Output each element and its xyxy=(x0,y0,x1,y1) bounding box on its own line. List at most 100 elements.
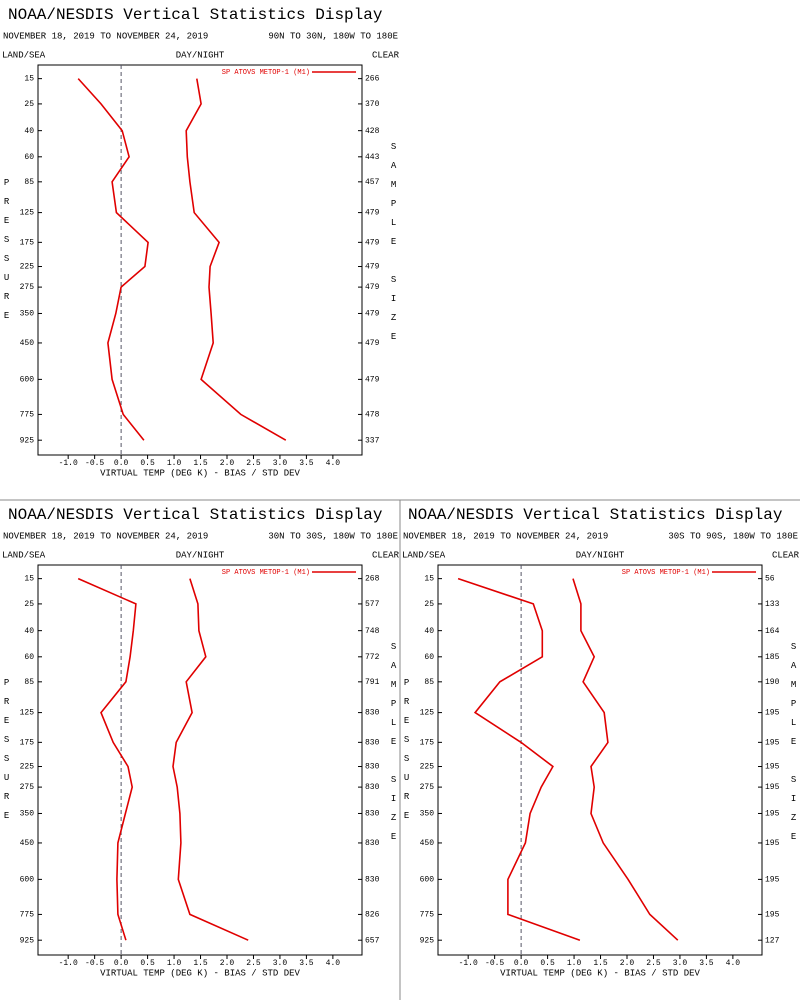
x-tick-label: 1.5 xyxy=(593,959,608,968)
sample-size: 268 xyxy=(365,575,380,584)
y-tick-label: 450 xyxy=(20,839,35,848)
x-tick-label: 3.0 xyxy=(273,459,288,468)
y-tick-label: 25 xyxy=(24,100,34,109)
y-tick-label: 225 xyxy=(20,263,35,272)
y-tick-label: 350 xyxy=(420,810,435,819)
y-tick-label: 775 xyxy=(20,911,35,920)
x-tick-label: 0.5 xyxy=(140,459,155,468)
sample-size: 195 xyxy=(765,763,780,772)
std-dev-line xyxy=(185,78,287,441)
sample-size: 190 xyxy=(765,678,780,687)
bias-line xyxy=(77,577,137,941)
y-tick-label: 175 xyxy=(20,238,35,247)
sample-size: 428 xyxy=(365,127,380,136)
sample-size: 266 xyxy=(365,75,380,84)
legend-label: SP ATOVS METOP-1 (M1) xyxy=(622,569,710,577)
y-tick-label: 60 xyxy=(24,153,34,162)
day-night-label: DAY/NIGHT xyxy=(576,550,625,560)
y-tick-label: 85 xyxy=(24,178,34,187)
x-tick-label: -0.5 xyxy=(85,459,104,468)
sample-size: 830 xyxy=(365,738,380,747)
sample-size: 195 xyxy=(765,911,780,920)
sample-size: 791 xyxy=(365,678,380,687)
x-tick-label: 1.5 xyxy=(193,959,208,968)
x-tick-label: -1.0 xyxy=(459,959,478,968)
legend-label: SP ATOVS METOP-1 (M1) xyxy=(222,569,310,577)
sample-size: 478 xyxy=(365,411,380,420)
y-tick-label: 350 xyxy=(20,310,35,319)
sample-size: 657 xyxy=(365,936,380,945)
bias-line xyxy=(77,78,149,441)
sample-size: 479 xyxy=(365,238,380,247)
bias-line xyxy=(457,577,581,941)
y2-axis-label: SAMPLE SIZE xyxy=(389,142,399,351)
x-tick-label: 3.0 xyxy=(273,959,288,968)
x-tick-label: 2.0 xyxy=(620,959,635,968)
sample-size: 772 xyxy=(365,653,380,662)
x-tick-label: 1.5 xyxy=(193,459,208,468)
sample-size: 479 xyxy=(365,283,380,292)
sample-size: 195 xyxy=(765,810,780,819)
x-tick-label: 0.0 xyxy=(114,959,129,968)
x-tick-label: 3.0 xyxy=(673,959,688,968)
sample-size: 826 xyxy=(365,911,380,920)
x-tick-label: 1.0 xyxy=(567,959,582,968)
plot-frame xyxy=(437,564,763,956)
region: 90N TO 30N, 180W TO 180E xyxy=(268,31,398,41)
y-tick-label: 225 xyxy=(20,763,35,772)
y-tick-label: 925 xyxy=(20,936,35,945)
y-tick-label: 125 xyxy=(420,709,435,718)
y-tick-label: 925 xyxy=(20,436,35,445)
x-tick-label: 2.5 xyxy=(246,959,261,968)
x-tick-label: 3.5 xyxy=(699,959,714,968)
land-sea-label: LAND/SEA xyxy=(2,50,46,60)
plot-frame xyxy=(37,64,363,456)
y-tick-label: 350 xyxy=(20,810,35,819)
x-tick-label: 4.0 xyxy=(326,959,341,968)
panel-title: NOAA/NESDIS Vertical Statistics Display xyxy=(8,6,383,24)
region: 30N TO 30S, 180W TO 180E xyxy=(268,531,398,541)
sample-size: 164 xyxy=(765,627,780,636)
y-tick-label: 275 xyxy=(420,783,435,792)
y-tick-label: 775 xyxy=(420,911,435,920)
y-tick-label: 600 xyxy=(20,375,35,384)
panel-title: NOAA/NESDIS Vertical Statistics Display xyxy=(8,506,383,524)
x-tick-label: 0.0 xyxy=(114,459,129,468)
clear-label: CLEAR xyxy=(372,550,400,560)
x-axis-label: VIRTUAL TEMP (DEG K) - BIAS / STD DEV xyxy=(100,968,300,978)
y-tick-label: 60 xyxy=(24,653,34,662)
day-night-label: DAY/NIGHT xyxy=(176,50,225,60)
x-tick-label: -0.5 xyxy=(485,959,504,968)
date-range: NOVEMBER 18, 2019 TO NOVEMBER 24, 2019 xyxy=(403,531,608,541)
y-tick-label: 40 xyxy=(424,627,434,636)
x-tick-label: 3.5 xyxy=(299,459,314,468)
panel-title: NOAA/NESDIS Vertical Statistics Display xyxy=(408,506,783,524)
y-tick-label: 175 xyxy=(420,738,435,747)
sample-size: 195 xyxy=(765,738,780,747)
std-dev-line xyxy=(172,578,249,941)
x-tick-label: -1.0 xyxy=(59,959,78,968)
sample-size: 748 xyxy=(365,627,380,636)
y-tick-label: 925 xyxy=(420,936,435,945)
clear-label: CLEAR xyxy=(772,550,800,560)
sample-size: 830 xyxy=(365,810,380,819)
sample-size: 127 xyxy=(765,936,780,945)
sample-size: 185 xyxy=(765,653,780,662)
y-tick-label: 275 xyxy=(20,783,35,792)
y-tick-label: 450 xyxy=(20,339,35,348)
y-tick-label: 85 xyxy=(424,678,434,687)
x-tick-label: 1.0 xyxy=(167,959,182,968)
land-sea-label: LAND/SEA xyxy=(2,550,46,560)
sample-size: 830 xyxy=(365,763,380,772)
x-tick-label: 0.0 xyxy=(514,959,529,968)
sample-size: 133 xyxy=(765,600,780,609)
y2-axis-label: SAMPLE SIZE xyxy=(789,642,799,851)
y-tick-label: 25 xyxy=(24,600,34,609)
x-tick-label: 2.0 xyxy=(220,959,235,968)
x-tick-label: -0.5 xyxy=(85,959,104,968)
y-tick-label: 15 xyxy=(24,75,34,84)
y-axis-label: PRESSURE xyxy=(2,678,12,830)
y2-axis-label: SAMPLE SIZE xyxy=(389,642,399,851)
x-tick-label: 1.0 xyxy=(167,459,182,468)
